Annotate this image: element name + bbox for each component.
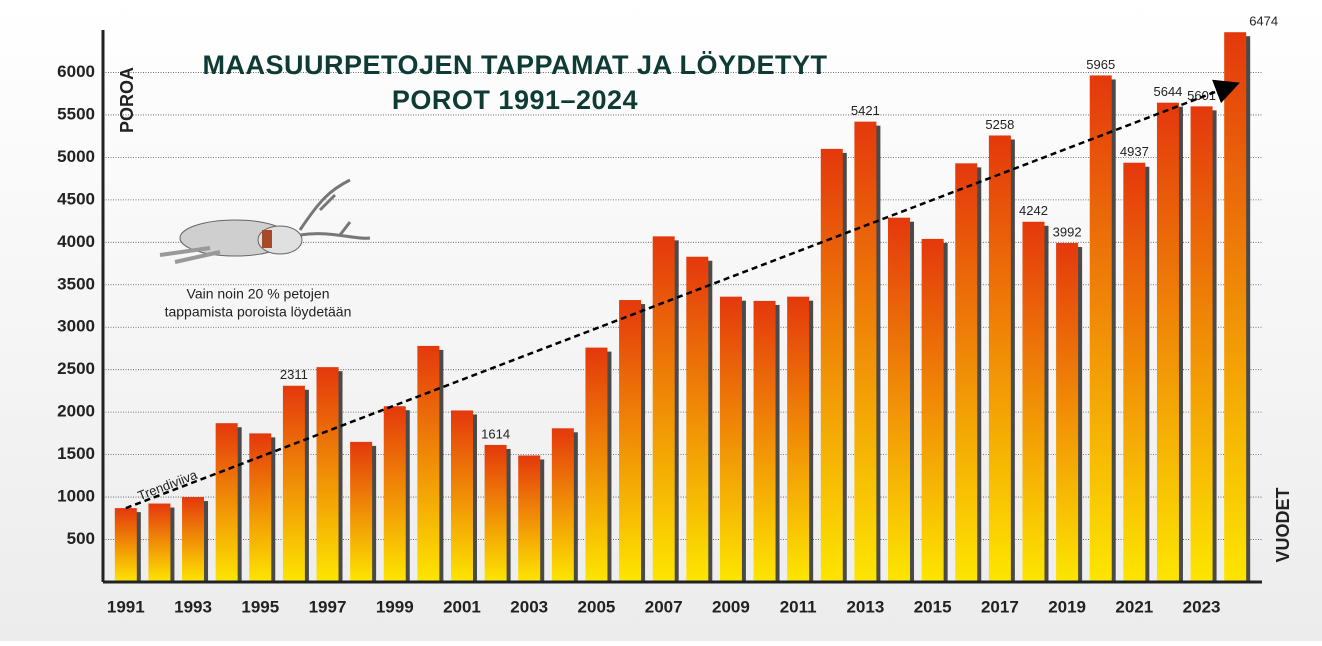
chart-title: MAASUURPETOJEN TAPPAMAT JA LÖYDETYT bbox=[202, 50, 827, 80]
y-tick-label: 4000 bbox=[57, 232, 95, 251]
data-label: 3992 bbox=[1053, 224, 1082, 239]
x-tick-label: 2021 bbox=[1115, 597, 1153, 616]
y-tick-label: 1000 bbox=[57, 487, 95, 506]
x-tick-label: 1991 bbox=[107, 597, 145, 616]
data-label: 6474 bbox=[1249, 14, 1278, 29]
bar bbox=[585, 348, 607, 582]
x-tick-label: 2011 bbox=[780, 597, 817, 616]
x-tick-label: 1997 bbox=[309, 597, 347, 616]
bar bbox=[720, 297, 742, 582]
x-tick-label: 2001 bbox=[443, 597, 481, 616]
bar bbox=[485, 445, 507, 582]
x-tick-label: 2017 bbox=[981, 597, 1019, 616]
bar bbox=[653, 236, 675, 582]
data-label: 1614 bbox=[481, 426, 510, 441]
data-label: 4937 bbox=[1120, 144, 1149, 159]
bar bbox=[619, 300, 641, 582]
bar bbox=[1123, 163, 1145, 582]
data-label: 5644 bbox=[1153, 84, 1182, 99]
bar bbox=[552, 428, 574, 582]
annotation: Vain noin 20 % petojen bbox=[187, 286, 330, 302]
y-tick-label: 500 bbox=[67, 529, 95, 548]
x-tick-label: 2003 bbox=[510, 597, 548, 616]
x-tick-label: 2009 bbox=[712, 597, 750, 616]
bar bbox=[854, 122, 876, 582]
x-tick-label: 2013 bbox=[846, 597, 884, 616]
bar bbox=[115, 508, 137, 582]
bar bbox=[1224, 32, 1246, 582]
y-tick-label: 6000 bbox=[57, 62, 95, 81]
y-tick-label: 5500 bbox=[57, 104, 95, 123]
bar bbox=[922, 239, 944, 582]
x-tick-label: 1999 bbox=[376, 597, 414, 616]
data-label: 5965 bbox=[1086, 57, 1115, 72]
bar bbox=[955, 163, 977, 582]
bar bbox=[1191, 106, 1213, 582]
annotation: tappamista poroista löydetään bbox=[165, 304, 352, 320]
x-axis-label: VUODET bbox=[1273, 487, 1293, 562]
bar bbox=[417, 346, 439, 582]
bar bbox=[686, 257, 708, 582]
bar bbox=[1022, 222, 1044, 582]
bar bbox=[1056, 243, 1078, 582]
x-tick-label: 2005 bbox=[578, 597, 616, 616]
bar bbox=[754, 301, 776, 582]
x-tick-label: 2015 bbox=[914, 597, 952, 616]
bar bbox=[216, 423, 238, 582]
bar bbox=[787, 297, 809, 582]
bar bbox=[821, 149, 843, 582]
bar bbox=[518, 455, 540, 582]
data-label: 2311 bbox=[280, 367, 308, 382]
y-axis-label: POROA bbox=[117, 67, 137, 133]
bar bbox=[451, 410, 473, 582]
y-tick-label: 2000 bbox=[57, 402, 95, 421]
x-tick-label: 2023 bbox=[1183, 597, 1221, 616]
x-tick-label: 2019 bbox=[1048, 597, 1086, 616]
bar bbox=[317, 367, 339, 582]
y-tick-label: 1500 bbox=[57, 444, 95, 463]
y-tick-label: 3500 bbox=[57, 274, 95, 293]
x-tick-label: 1993 bbox=[174, 597, 212, 616]
x-tick-label: 2007 bbox=[645, 597, 683, 616]
bar bbox=[182, 497, 204, 582]
data-label: 5421 bbox=[851, 103, 880, 118]
bar bbox=[1090, 75, 1112, 582]
chart-title: POROT 1991–2024 bbox=[392, 85, 638, 115]
bar bbox=[1157, 103, 1179, 582]
bar bbox=[148, 504, 170, 582]
bar bbox=[989, 135, 1011, 582]
y-tick-label: 5000 bbox=[57, 147, 95, 166]
data-label: 4242 bbox=[1019, 203, 1048, 218]
data-label: 5258 bbox=[985, 117, 1014, 132]
bar bbox=[283, 386, 305, 582]
chart: 500 1000 1500 2000 2500 3000 3500 4000 4500 5000 5… bbox=[0, 0, 1322, 641]
y-tick-label: 2500 bbox=[57, 359, 95, 378]
bar bbox=[350, 442, 372, 582]
bar bbox=[888, 218, 910, 582]
y-tick-label: 3000 bbox=[57, 317, 95, 336]
y-tick-label: 4500 bbox=[57, 189, 95, 208]
x-tick-label: 1995 bbox=[241, 597, 279, 616]
bar bbox=[384, 406, 406, 582]
